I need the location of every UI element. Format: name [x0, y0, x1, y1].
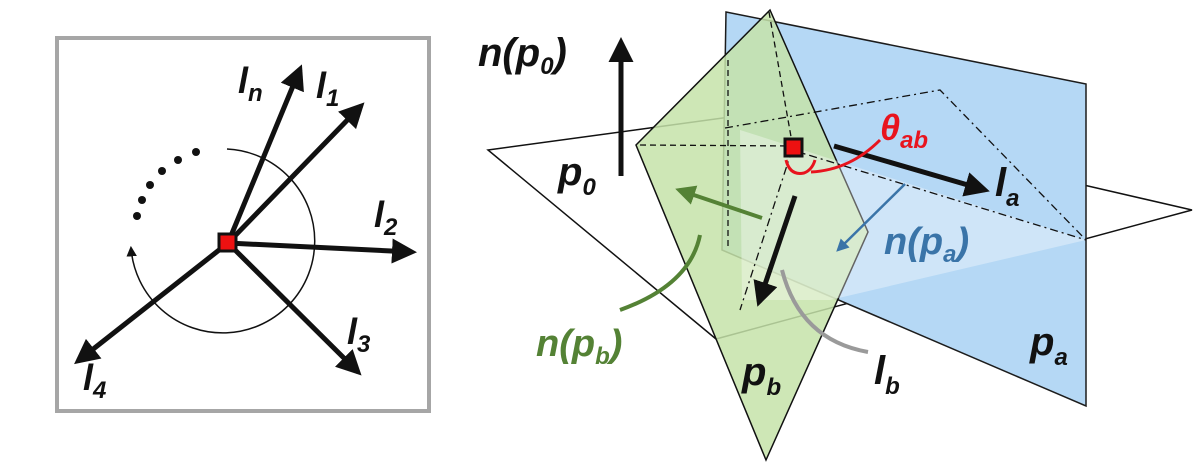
line-lb-arrow: [753, 195, 798, 307]
label-normal-pa: n(pa): [884, 221, 969, 268]
label-l2: l2: [374, 194, 398, 241]
label-angle: θab: [880, 107, 928, 154]
angle-leader: [810, 138, 882, 174]
left-panel: ln l1 l2 l3 l4: [55, 36, 431, 413]
normal-pb-arrow: [675, 185, 763, 220]
line-l3: [226, 241, 362, 376]
ellipsis-dots: [133, 148, 200, 220]
intersection-point-marker: [783, 137, 804, 158]
label-plane-pb: pb: [741, 350, 781, 401]
hidden-edges: [639, 11, 1087, 311]
line-l1: [226, 102, 365, 245]
normal-pb-leader: [619, 234, 702, 312]
center-point-marker: [217, 232, 238, 253]
label-ln: ln: [238, 60, 263, 107]
label-l1: l1: [316, 65, 339, 112]
plane-pb: [635, 8, 869, 462]
label-line-lb: lb: [874, 349, 900, 400]
normal-pa-arrow: [836, 183, 906, 252]
label-l4: l4: [83, 357, 106, 404]
right-panel: n(p0) p0 θab la n(pa) n(pb) pb lb pa: [478, 8, 1193, 462]
label-line-la: la: [995, 161, 1019, 212]
overlap-region: [740, 130, 1086, 300]
line-lb-leader: [780, 269, 869, 354]
label-normal-pb: n(pb): [536, 323, 622, 370]
line-ln: [225, 64, 304, 244]
label-l3: l3: [347, 311, 371, 358]
angle-arc: [784, 159, 817, 175]
line-l4: [74, 241, 230, 365]
label-plane-pa: pa: [1029, 320, 1068, 371]
line-l2: [227, 238, 417, 264]
line-la-arrow: [833, 143, 990, 197]
label-normal-p0: n(p0): [478, 31, 567, 80]
label-plane-p0: p0: [557, 150, 596, 201]
